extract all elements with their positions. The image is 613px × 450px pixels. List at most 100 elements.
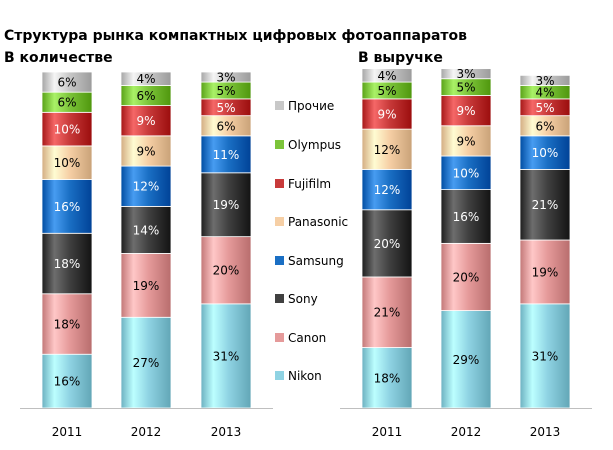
- data-label: 16%: [54, 375, 81, 389]
- bar-segment-others-2011: [41, 71, 93, 93]
- legend-swatch-samsung: [275, 256, 284, 265]
- bar-segment-fujifilm-2011: [361, 98, 413, 130]
- bar-segment-sony-2013: [519, 169, 571, 241]
- data-label: 6%: [216, 119, 235, 133]
- x-tick-label: 2011: [372, 425, 403, 439]
- x-tick-label: 2011: [52, 425, 83, 439]
- bar-segment-others-2012: [120, 71, 172, 86]
- chart-title: Структура рынка компактных цифровых фото…: [4, 28, 467, 44]
- data-label: 19%: [133, 279, 160, 293]
- bar-segment-samsung-2013: [200, 135, 252, 174]
- data-label: 21%: [374, 306, 401, 320]
- data-label: 5%: [456, 81, 475, 95]
- data-label: 16%: [453, 210, 480, 224]
- data-label: 10%: [54, 123, 81, 137]
- legend: Прочие Olympus Fujifilm Panasonic Samsung Son…: [275, 99, 348, 383]
- bar-segment-samsung-2011: [41, 179, 93, 234]
- data-label: 12%: [374, 183, 401, 197]
- data-label: 31%: [213, 349, 240, 363]
- legend-swatch-nikon: [275, 371, 284, 380]
- bar-segment-others-2013: [519, 74, 571, 86]
- data-label: 9%: [456, 104, 475, 118]
- legend-label-sony: Sony: [288, 292, 318, 306]
- data-label: 12%: [374, 143, 401, 157]
- data-label: 20%: [453, 270, 480, 284]
- bar-segment-sony-2013: [200, 172, 252, 238]
- data-label: 5%: [216, 84, 235, 98]
- data-label: 3%: [456, 67, 475, 81]
- bar-segment-panasonic-2012: [120, 135, 172, 167]
- legend-label-others: Прочие: [288, 99, 334, 113]
- bar-segment-others-2013: [200, 71, 252, 83]
- data-label: 5%: [216, 101, 235, 115]
- legend-label-samsung: Samsung: [288, 254, 344, 268]
- x-tick-label: 2012: [451, 425, 482, 439]
- bar-segment-canon-2011: [361, 276, 413, 348]
- bar-segment-nikon-2012: [440, 310, 492, 409]
- bar-segment-panasonic-2011: [41, 145, 93, 180]
- data-label: 3%: [216, 71, 235, 85]
- legend-label-nikon: Nikon: [288, 369, 322, 383]
- x-tick-label: 2013: [211, 425, 242, 439]
- legend-label-fujifilm: Fujifilm: [288, 177, 331, 191]
- bar-segment-samsung-2012: [120, 165, 172, 207]
- data-label: 21%: [532, 198, 559, 212]
- bar-segment-sony-2012: [120, 205, 172, 254]
- data-label: 31%: [532, 349, 559, 363]
- bar-segment-samsung-2013: [519, 135, 571, 170]
- data-label: 9%: [136, 114, 155, 128]
- legend-swatch-olympus: [275, 140, 284, 149]
- bars-layer: 16% 18% 18% 16% 10% 10% 6% 6% 27% 19% 14% 12% 9% 9% 6%…: [41, 67, 571, 409]
- bar-segment-nikon-2011: [41, 353, 93, 409]
- data-label: 20%: [213, 264, 240, 278]
- bar-segment-canon-2013: [200, 236, 252, 305]
- legend-label-panasonic: Panasonic: [288, 215, 348, 229]
- legend-swatch-others: [275, 101, 284, 110]
- bar-segment-canon-2011: [41, 293, 93, 355]
- chart-subtitle-revenue: В выручке: [358, 50, 443, 66]
- x-tick-label: 2013: [530, 425, 561, 439]
- x-tick-label: 2012: [131, 425, 162, 439]
- data-label: 19%: [213, 198, 240, 212]
- data-label: 10%: [532, 146, 559, 160]
- data-label: 16%: [54, 200, 81, 214]
- legend-label-canon: Canon: [288, 331, 326, 345]
- data-label: 5%: [377, 84, 396, 98]
- data-label: 11%: [213, 148, 240, 162]
- data-label: 3%: [535, 74, 554, 88]
- bar-segment-fujifilm-2011: [41, 111, 93, 147]
- data-label: 6%: [57, 96, 76, 110]
- x-axis: 2011 2012 2013 2011 2012 2013: [20, 408, 592, 439]
- data-label: 9%: [456, 134, 475, 148]
- data-label: 14%: [133, 223, 160, 237]
- bar-segment-nikon-2012: [120, 316, 172, 409]
- data-label: 4%: [535, 86, 554, 100]
- bar-segment-canon-2013: [519, 239, 571, 305]
- data-label: 18%: [374, 371, 401, 385]
- data-label: 10%: [54, 156, 81, 170]
- legend-swatch-sony: [275, 294, 284, 303]
- chart-subtitle-quantity: В количестве: [4, 50, 113, 66]
- data-label: 5%: [535, 101, 554, 115]
- data-label: 10%: [453, 166, 480, 180]
- bar-segment-others-2011: [361, 68, 413, 83]
- data-label: 4%: [136, 72, 155, 86]
- data-label: 20%: [374, 237, 401, 251]
- bar-segment-canon-2012: [120, 253, 172, 318]
- data-label: 6%: [535, 119, 554, 133]
- legend-swatch-panasonic: [275, 217, 284, 226]
- data-label: 18%: [54, 257, 81, 271]
- bar-segment-panasonic-2011: [361, 128, 413, 170]
- legend-swatch-canon: [275, 333, 284, 342]
- data-label: 12%: [133, 180, 160, 194]
- data-label: 6%: [57, 76, 76, 90]
- bar-segment-nikon-2011: [361, 347, 413, 409]
- data-label: 18%: [54, 318, 81, 332]
- legend-label-olympus: Olympus: [288, 138, 341, 152]
- data-label: 6%: [136, 89, 155, 103]
- data-label: 4%: [377, 69, 396, 83]
- bar-segment-others-2012: [440, 68, 492, 80]
- legend-swatch-fujifilm: [275, 179, 284, 188]
- bar-segment-sony-2012: [440, 189, 492, 244]
